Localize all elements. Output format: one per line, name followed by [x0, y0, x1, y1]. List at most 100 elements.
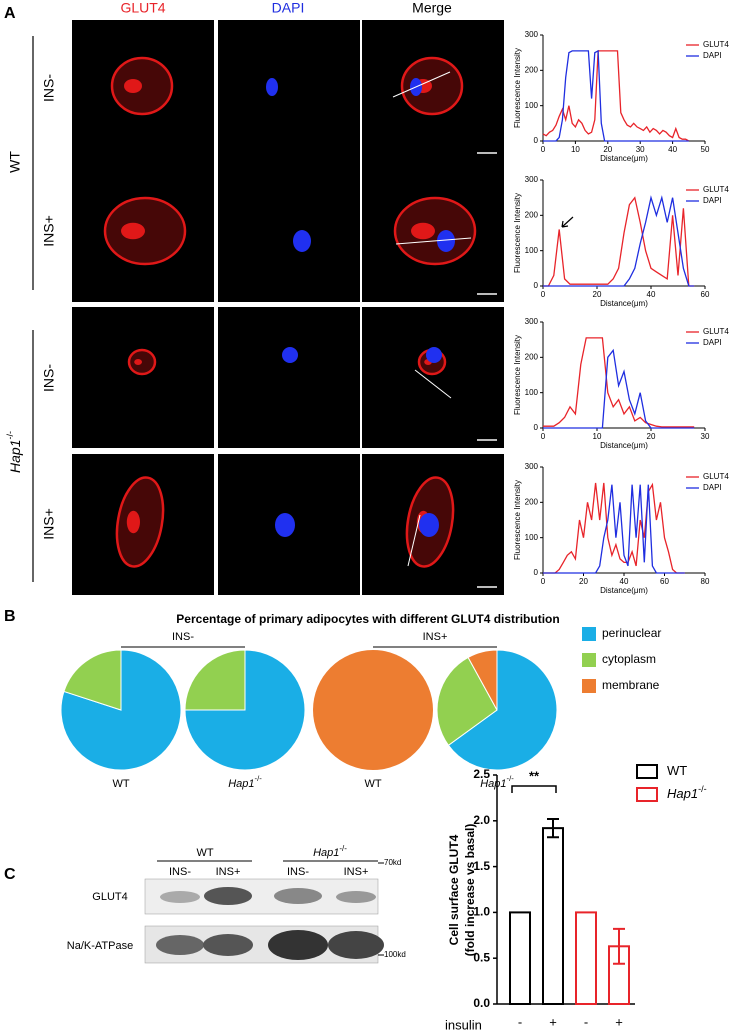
- pie-slice: [63, 649, 122, 711]
- y-axis-title: Fluorescence Intensity: [513, 48, 522, 128]
- legend-label: GLUT4: [703, 185, 729, 194]
- cell-dense: [411, 222, 435, 240]
- y-tick-label: 200: [525, 497, 539, 506]
- x-tick-label: 40: [668, 145, 677, 154]
- annotation-arrow: [561, 216, 574, 228]
- treatment-label: INS+: [41, 215, 57, 247]
- marker-label: 100kd: [384, 950, 406, 959]
- nucleus: [266, 78, 278, 96]
- y-tick-label: 0.0: [473, 996, 490, 1010]
- series-line: [543, 195, 695, 287]
- group-label: INS-: [172, 631, 194, 643]
- profile-line: [392, 71, 451, 98]
- x-tick-label: 10: [571, 145, 580, 154]
- x-tick-label: 80: [701, 577, 710, 586]
- series-line: [543, 482, 685, 574]
- x-tick-label: 40: [647, 290, 656, 299]
- nucleus: [426, 347, 442, 363]
- nucleus: [275, 513, 295, 537]
- genotype-sup: -/-: [5, 431, 15, 440]
- x-tick-label: 20: [647, 432, 656, 441]
- column-header: GLUT4: [120, 0, 165, 16]
- legend-label: DAPI: [703, 338, 722, 347]
- blot-band: [160, 891, 200, 903]
- series-line: [543, 348, 695, 429]
- x-tick-label: 10: [593, 432, 602, 441]
- blot-group-name: Hap1: [313, 847, 339, 859]
- pie-slice: [447, 649, 558, 771]
- bar: [509, 911, 531, 1006]
- legend-label: GLUT4: [703, 472, 729, 481]
- y-tick-label: 200: [525, 352, 539, 361]
- x-tick-label: +: [549, 1014, 557, 1029]
- label-text: WT: [112, 778, 129, 790]
- y-tick-label: 0.5: [473, 950, 490, 964]
- cell: [115, 476, 165, 568]
- pie-slice: [436, 656, 498, 746]
- cell-dense: [126, 510, 140, 534]
- y-tick-label: 300: [525, 317, 539, 326]
- y-axis-title: Fluorescence Intensity: [513, 193, 522, 273]
- x-axis-title: Distance(μm): [600, 441, 648, 450]
- x-axis-title: Distance(μm): [600, 299, 648, 308]
- label-text: WT: [364, 778, 381, 790]
- error-bar: [613, 927, 625, 965]
- x-tick-label: 20: [603, 145, 612, 154]
- nucleus: [437, 230, 455, 252]
- profile-line: [414, 369, 452, 399]
- x-tick-label: 0: [541, 432, 546, 441]
- label-text: Hap1: [480, 778, 506, 790]
- blot-band: [156, 935, 204, 955]
- y-tick-label: 0: [534, 281, 539, 290]
- legend-swatch: [582, 627, 596, 641]
- y-axis-title: Fluorescence Intensity: [513, 335, 522, 415]
- legend-label: DAPI: [703, 51, 722, 60]
- label-sup: -/-: [255, 774, 263, 783]
- y-axis-title: (fold increase vs basal): [463, 824, 477, 957]
- label-text: WT: [667, 763, 687, 778]
- bar: [575, 911, 597, 1006]
- x-tick-label: 20: [593, 290, 602, 299]
- y-tick-label: 2.5: [473, 767, 490, 781]
- y-tick-label: 2.0: [473, 813, 490, 827]
- y-tick-label: 100: [525, 388, 539, 397]
- legend-label: membrane: [602, 678, 660, 692]
- blot-row-label: GLUT4: [92, 891, 127, 903]
- x-axis-title: Distance(μm): [600, 586, 648, 595]
- treatment-label: INS-: [41, 364, 57, 392]
- blot-group: Hap1-/-: [313, 844, 347, 859]
- y-tick-label: 1.5: [473, 859, 490, 873]
- y-tick-label: 100: [525, 246, 539, 255]
- nucleus: [419, 513, 439, 537]
- group-label: INS+: [423, 631, 448, 643]
- cell-dense: [121, 222, 145, 240]
- chart-title: Percentage of primary adipocytes with di…: [176, 612, 559, 626]
- cell-dense: [124, 79, 142, 93]
- x-tick-label: 0: [541, 290, 546, 299]
- pie-slice: [184, 649, 306, 771]
- series-line: [543, 337, 695, 428]
- nucleus: [293, 230, 311, 252]
- blot-row-label: Na/K-ATPase: [67, 940, 133, 952]
- x-tick-label: -: [518, 1014, 522, 1029]
- profile-line: [395, 237, 472, 245]
- y-tick-label: 300: [525, 462, 539, 471]
- x-tick-label: 60: [701, 290, 710, 299]
- legend-swatch: [636, 764, 658, 779]
- lane-label: INS+: [216, 866, 241, 878]
- x-tick-label: 40: [620, 577, 629, 586]
- pie-slice: [313, 650, 433, 770]
- blot-band: [328, 931, 384, 959]
- micrograph: [72, 307, 214, 448]
- x-tick-label: -: [584, 1014, 588, 1029]
- column-header: Merge: [412, 0, 452, 16]
- label-text: Hap1: [667, 786, 698, 801]
- lane-label: INS+: [344, 866, 369, 878]
- blot-group-sup: -/-: [339, 844, 347, 853]
- micrograph: [362, 20, 504, 161]
- column-header: DAPI: [272, 0, 305, 16]
- panel-letter: A: [4, 5, 16, 22]
- lane-label: INS-: [169, 866, 191, 878]
- y-tick-label: 100: [525, 533, 539, 542]
